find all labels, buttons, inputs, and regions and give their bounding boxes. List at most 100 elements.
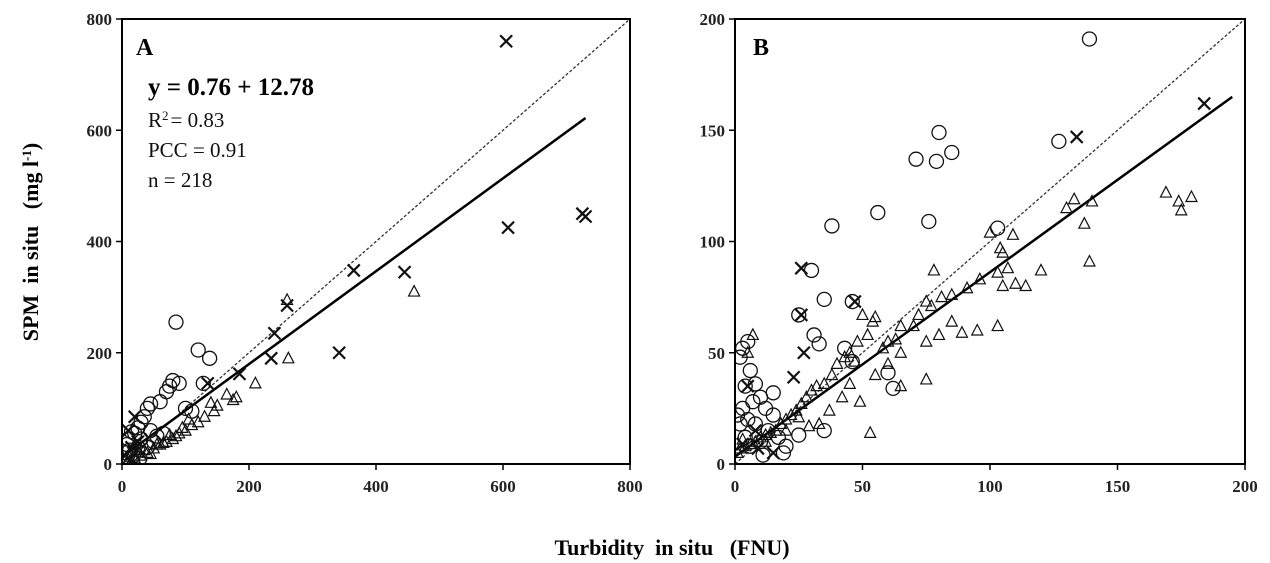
x-point (748, 423, 763, 438)
x-tick-label: 200 (236, 477, 262, 496)
y-tick-label: 50 (708, 344, 725, 363)
triangle-point (919, 372, 933, 385)
circle-point (803, 262, 820, 279)
circle-point (142, 396, 159, 412)
circle-point (816, 422, 832, 439)
triangle-point (1019, 278, 1033, 292)
circle-point (735, 416, 748, 432)
triangle-point (825, 367, 839, 381)
circle-point (1081, 31, 1098, 47)
circle-point (921, 213, 937, 230)
triangle-point (1172, 194, 1186, 207)
triangle-point (843, 376, 857, 389)
triangle-point (955, 325, 969, 338)
triangle-point (163, 427, 177, 441)
triangle-point (140, 445, 154, 458)
triangle-point (1159, 185, 1173, 198)
x-point (1069, 130, 1084, 144)
triangle-point (919, 334, 933, 347)
triangle-point (1184, 189, 1198, 203)
regression-equation: y = 0.76 + 12.78 (148, 74, 314, 101)
pcc-label: PCC = 0.91 (148, 138, 247, 162)
circle-point (844, 293, 860, 310)
circle-point (811, 336, 827, 352)
x-tick-label: 600 (490, 477, 516, 496)
triangle-point (735, 445, 745, 458)
circle-point (745, 394, 761, 410)
triangle-point (779, 423, 793, 436)
triangle-point (204, 395, 218, 408)
y-tick-label: 0 (104, 455, 113, 474)
circle-point (944, 144, 960, 161)
circle-point (201, 350, 218, 366)
x-point (267, 326, 282, 341)
circle-point (775, 445, 792, 461)
r-squared-label: R2= 0.83 (148, 108, 224, 133)
triangle-point (1174, 203, 1188, 216)
circle-point (870, 204, 886, 221)
x-point (578, 209, 593, 224)
triangle-point (769, 423, 783, 436)
triangle-point (881, 334, 895, 347)
triangle-point (137, 442, 151, 456)
triangle-point (983, 225, 997, 238)
circle-point (806, 327, 822, 343)
triangle-point (792, 409, 806, 423)
y-tick-label: 200 (87, 344, 113, 363)
y-tick-label: 150 (700, 121, 726, 140)
x-point (127, 409, 142, 424)
panel-b-lines (735, 19, 1245, 464)
triangle-point (799, 389, 813, 403)
triangle-point (774, 416, 788, 430)
circle-point (168, 314, 184, 330)
triangle-point (991, 265, 1005, 278)
circle-point (824, 218, 840, 234)
x-point (766, 446, 781, 460)
x-point (797, 345, 811, 360)
triangle-point (802, 418, 816, 432)
triangle-point (130, 453, 142, 464)
triangle-point (991, 318, 1005, 332)
x-tick-label: 0 (731, 477, 740, 496)
triangle-point (810, 378, 824, 392)
panel-b-points (735, 31, 1211, 463)
x-point (264, 351, 279, 366)
circle-point (765, 407, 781, 423)
panel-a-frame (121, 18, 631, 465)
triangle-point (863, 425, 877, 438)
panel-b-ticks: 0 50 100 150 200 0 50 100 150 200 (700, 10, 1258, 496)
circle-point (740, 411, 756, 428)
triangle-point (741, 345, 755, 358)
circle-point (747, 376, 764, 392)
x-point (794, 261, 809, 275)
triangle-point (198, 409, 212, 422)
y-tick-label: 600 (87, 121, 113, 140)
circle-point (1051, 133, 1067, 150)
triangle-point (866, 314, 880, 327)
x-point (794, 308, 809, 322)
x-point (1197, 96, 1211, 111)
triangle-point (822, 403, 836, 416)
circle-point (880, 365, 896, 381)
x-axis-title: Turbidity in situ (FNU) (554, 535, 789, 560)
y-tick-label: 0 (717, 455, 726, 474)
triangle-point (817, 376, 831, 389)
triangle-point (853, 394, 867, 407)
triangle-point (191, 414, 205, 428)
circle-point (190, 342, 206, 358)
circle-point (791, 307, 807, 323)
triangle-point (1009, 276, 1022, 289)
circle-point (755, 447, 771, 463)
triangle-point (945, 314, 959, 327)
triangle-point (894, 318, 908, 332)
x-point (740, 379, 755, 393)
triangle-point (1060, 200, 1073, 214)
triangle-point (812, 416, 826, 430)
x-point (122, 423, 136, 438)
y-axis-title: SPM in situ (mg l-1) (18, 143, 43, 341)
x-tick-label: 200 (1232, 477, 1258, 496)
panel-a-ticks: 0 200 400 600 800 0 200 400 600 800 (87, 10, 643, 496)
triangle-point (159, 434, 173, 447)
triangle-point (1077, 216, 1091, 229)
